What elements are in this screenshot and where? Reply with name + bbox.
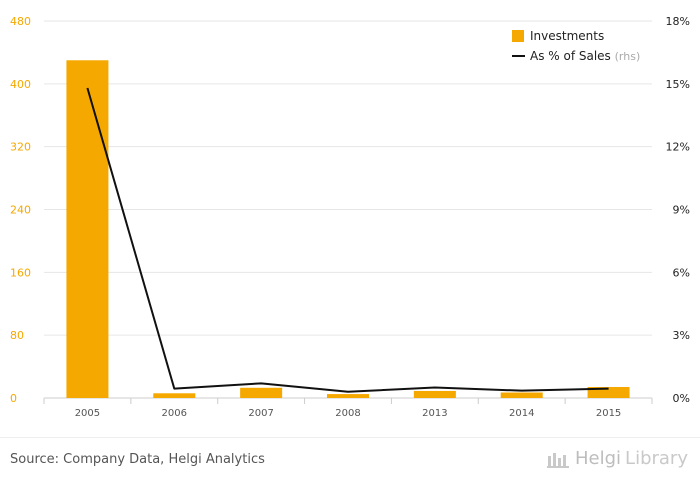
right-axis-ticks: 0% 3% 6% 9% 12% 15% 18% [666,15,690,405]
right-tick-label: 6% [673,266,690,279]
left-tick-label: 480 [10,15,31,28]
bar [327,394,369,398]
left-tick-label: 240 [10,204,31,217]
x-tick-label: 2014 [509,408,534,419]
left-tick-label: 160 [10,266,31,279]
source-note: Source: Company Data, Helgi Analytics [10,452,265,467]
bar [153,393,195,398]
brand-library: Library [625,448,688,469]
right-tick-label: 12% [666,141,690,154]
footer: Source: Company Data, Helgi Analytics He… [0,437,700,484]
right-tick-label: 15% [666,78,690,91]
legend-label-investments: Investments [530,29,604,43]
line-series [87,88,608,392]
left-axis-ticks: 0 80 160 240 320 400 480 [10,15,31,405]
legend: Investments As % of Sales (rhs) [512,29,640,63]
left-tick-label: 320 [10,141,31,154]
grid-lines [44,21,652,404]
legend-swatch-investments [512,30,524,42]
legend-label-sales: As % of Sales (rhs) [530,49,640,63]
bar [414,391,456,398]
right-tick-label: 9% [673,204,690,217]
legend-rhs-note: (rhs) [615,50,641,63]
x-tick-label: 2013 [422,408,447,419]
x-tick-label: 2006 [162,408,187,419]
bar [66,60,108,398]
x-tick-label: 2005 [75,408,100,419]
left-tick-label: 400 [10,78,31,91]
x-tick-label: 2007 [248,408,273,419]
right-tick-label: 0% [673,392,690,405]
x-tick-label: 2008 [335,408,360,419]
bar-series [66,60,629,398]
line-path [87,88,608,392]
left-tick-label: 0 [10,392,17,405]
library-icon [547,450,571,468]
right-tick-label: 18% [666,15,690,28]
bar [240,388,282,398]
left-tick-label: 80 [10,329,24,342]
right-tick-label: 3% [673,329,690,342]
bar [501,393,543,398]
x-tick-label: 2015 [596,408,621,419]
brand-helgi: Helgi [575,448,621,469]
x-axis-ticks: 2005 2006 2007 2008 2013 2014 2015 [75,408,622,419]
chart: 0 80 160 240 320 400 480 0% 3% 6% 9% 12% 15% 18% 200… [0,0,700,437]
